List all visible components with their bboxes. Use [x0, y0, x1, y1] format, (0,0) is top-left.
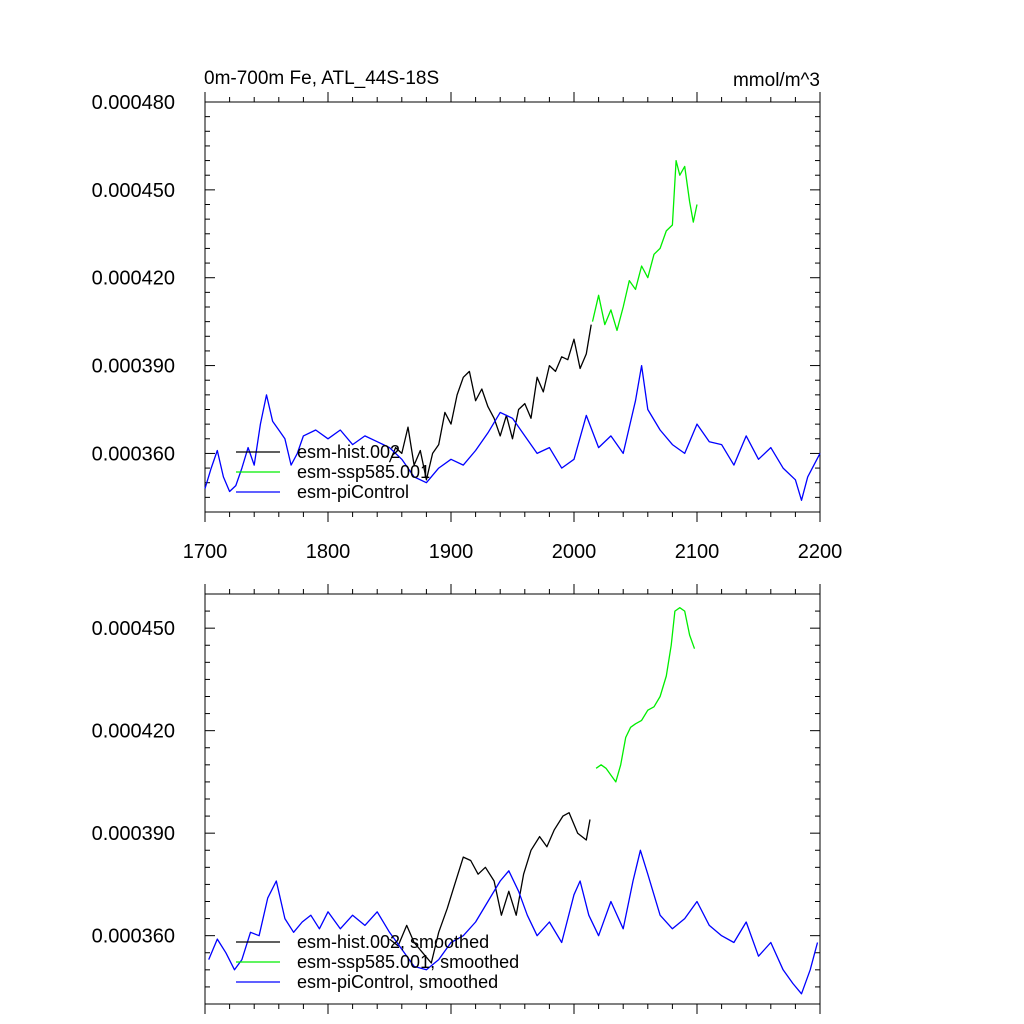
- legend-label: esm-hist.002, smoothed: [297, 932, 489, 952]
- legend-label: esm-ssp585.001, smoothed: [297, 952, 519, 972]
- x-tick-label: 2100: [675, 541, 720, 563]
- series-line-esm-hist-002: [388, 324, 592, 481]
- chart-units-label: mmol/m^3: [733, 70, 820, 91]
- y-tick-label: 0.000390: [92, 823, 175, 845]
- x-tick-label: 1900: [429, 541, 474, 563]
- y-tick-label: 0.000450: [92, 618, 175, 640]
- bottom-panel: 0.000360 0.000390 0.000420 0.000450 esm-hist…: [92, 584, 821, 1014]
- y-tick-label: 0.000480: [92, 92, 175, 114]
- y-tick-label: 0.000390: [92, 356, 175, 378]
- legend-label: esm-piControl, smoothed: [297, 972, 498, 992]
- y-tick-label: 0.000450: [92, 180, 175, 202]
- y-tick-label: 0.000360: [92, 926, 175, 948]
- legend-label: esm-hist.002: [297, 442, 400, 462]
- top-panel: 1700 1800 1900 2000 2100 2200 0.000360 0.000390…: [92, 92, 843, 563]
- x-tick-label: 2200: [798, 541, 843, 563]
- x-tick-label: 1800: [306, 541, 351, 563]
- x-tick-label: 2000: [552, 541, 597, 563]
- series-line-esm-ssp585-001-smoothed: [595, 607, 696, 783]
- legend-label: esm-ssp585.001: [297, 462, 430, 482]
- legend-label: esm-piControl: [297, 482, 409, 502]
- series-line-esm-picontrol: [204, 364, 821, 501]
- chart-title: 0m-700m Fe, ATL_44S-18S: [204, 68, 439, 89]
- series-line-esm-ssp585-001: [591, 159, 698, 332]
- x-tick-label: 1700: [183, 541, 228, 563]
- y-tick-label: 0.000420: [92, 268, 175, 290]
- y-tick-label: 0.000360: [92, 443, 175, 465]
- y-tick-label: 0.000420: [92, 721, 175, 743]
- series-line-esm-picontrol-smoothed: [208, 849, 819, 995]
- series-line-esm-hist-002-smoothed: [389, 812, 591, 964]
